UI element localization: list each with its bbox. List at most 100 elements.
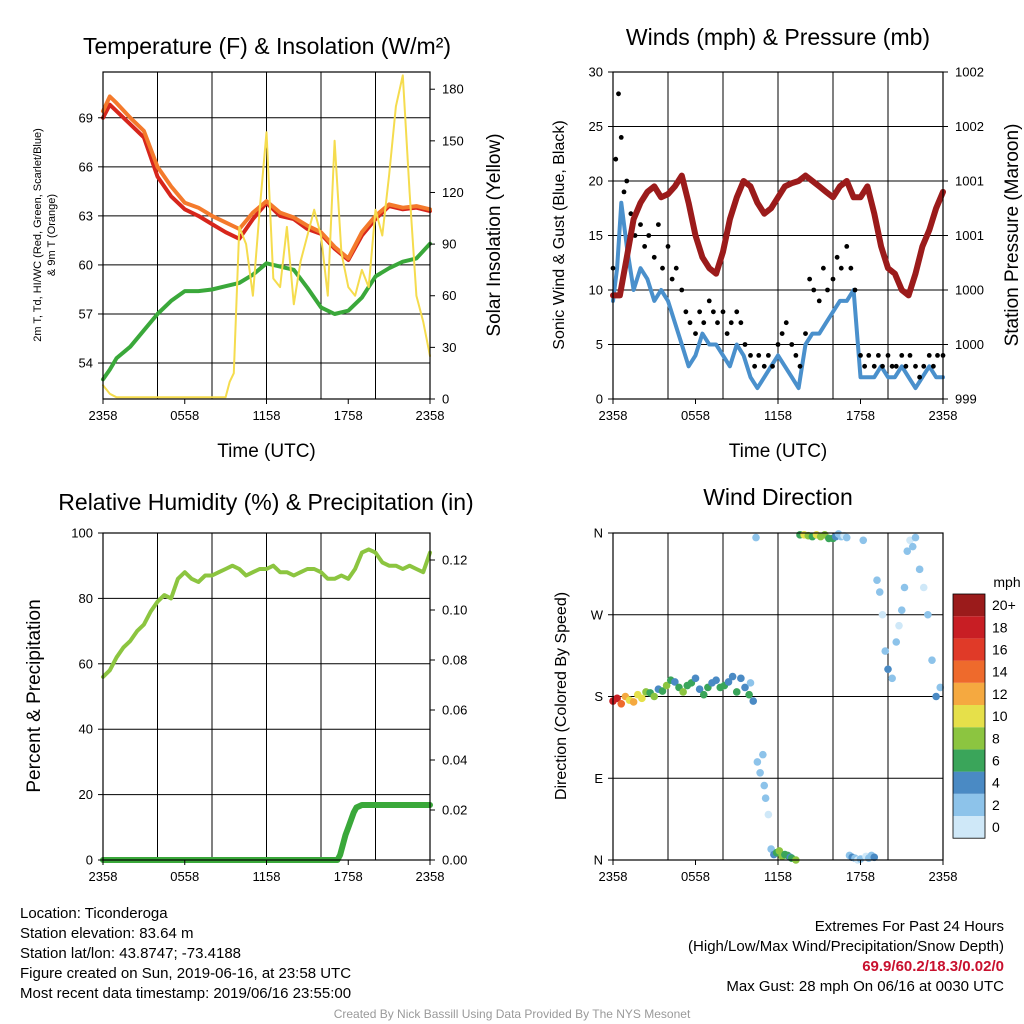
gust-point	[866, 353, 872, 358]
direction-point	[746, 679, 755, 687]
series-line	[611, 200, 945, 391]
direction-point	[658, 687, 667, 695]
direction-point	[870, 853, 879, 862]
direction-point	[911, 533, 920, 542]
y-tick-label: N	[594, 853, 603, 868]
x-tick-label: 1158	[764, 869, 792, 884]
colorbar-segment	[953, 660, 985, 683]
gust-point	[862, 363, 868, 369]
gust-point	[807, 276, 813, 282]
direction-point	[936, 683, 945, 692]
gust-point	[844, 244, 850, 249]
direction-point	[752, 533, 760, 542]
y-tick-label: 15	[589, 228, 603, 243]
direction-point	[892, 638, 901, 646]
x-tick-label: 2358	[599, 408, 628, 423]
direction-point	[878, 610, 887, 619]
direction-point	[761, 794, 770, 803]
colorbar-label: 14	[992, 664, 1008, 680]
y2-tick-label: 0.08	[442, 653, 467, 668]
direction-point	[679, 688, 687, 696]
gust-point	[761, 363, 767, 369]
gust-point	[793, 353, 799, 358]
y-tick-label: W	[591, 607, 604, 622]
x-axis-label: Time (UTC)	[217, 441, 316, 462]
x-tick-label: 1758	[846, 869, 875, 884]
gust-point	[797, 363, 803, 369]
direction-point	[903, 547, 912, 555]
gust-point	[660, 265, 665, 271]
direction-point	[900, 583, 909, 592]
credit-line: Created By Nick Bassill Using Data Provi…	[333, 1007, 691, 1021]
y2-axis-label: Solar Insolation (Yellow)	[484, 133, 505, 336]
gust-point	[885, 353, 891, 358]
direction-point	[699, 690, 708, 699]
y2-tick-label: 180	[442, 82, 464, 97]
gust-point	[803, 331, 808, 336]
gust-point	[669, 276, 675, 282]
gust-point	[907, 353, 913, 358]
x-tick-label: 2358	[89, 408, 118, 423]
x-tick-label: 0558	[170, 869, 199, 884]
direction-point	[613, 694, 621, 703]
y2-tick-label: 0.02	[442, 803, 467, 818]
y2-tick-label: 1001	[955, 174, 984, 189]
y-tick-label: 57	[79, 306, 93, 321]
gust-point	[738, 320, 744, 326]
y2-tick-label: 999	[955, 392, 977, 407]
colorbar-segment	[953, 816, 985, 839]
extremes-title: Extremes For Past 24 Hours	[814, 918, 1004, 935]
y-tick-label: 0	[596, 392, 603, 407]
colorbar-segment	[953, 616, 985, 639]
gust-point	[783, 320, 789, 326]
y2-tick-label: 150	[442, 133, 464, 148]
direction-point	[924, 610, 932, 619]
direction-point	[760, 781, 769, 790]
station-location: Location: Ticonderoga	[20, 905, 168, 922]
y2-tick-label: 0.06	[442, 703, 467, 718]
direction-point	[897, 606, 906, 615]
y-tick-label: S	[594, 689, 603, 704]
gust-point	[665, 244, 671, 249]
gust-point	[913, 363, 918, 369]
x-tick-label: 1758	[334, 869, 363, 884]
gust-point	[858, 353, 863, 358]
y2-tick-label: 30	[442, 340, 456, 355]
y2-tick-label: 1001	[955, 228, 984, 243]
gust-point	[775, 342, 781, 347]
gust-point	[756, 353, 762, 358]
gust-point	[621, 189, 627, 195]
y2-tick-label: 1002	[955, 65, 984, 80]
y2-tick-label: 0	[442, 392, 449, 407]
y-tick-label: 20	[589, 174, 603, 189]
chart-title: Relative Humidity (%) & Precipitation (i…	[58, 489, 473, 515]
x-tick-label: 1758	[846, 408, 875, 423]
direction-point	[650, 692, 659, 701]
gust-point	[613, 156, 619, 162]
gust-point	[710, 309, 716, 315]
gust-point	[748, 353, 753, 358]
colorbar-label: 12	[992, 686, 1008, 702]
y-tick-label: 10	[589, 283, 603, 298]
gust-point	[816, 298, 822, 304]
y-tick-label: 20	[79, 787, 93, 802]
colorbar-segment	[953, 793, 985, 816]
gust-point	[683, 309, 689, 315]
series-line	[101, 241, 432, 382]
colorbar-label: 20+	[992, 597, 1016, 613]
direction-point	[873, 576, 881, 585]
chart-title: Temperature (F) & Insolation (W/m²)	[83, 33, 451, 59]
direction-point	[737, 674, 745, 683]
y-tick-label: 80	[79, 591, 93, 606]
gust-point	[742, 342, 748, 347]
series-line	[102, 74, 431, 399]
colorbar-segment	[953, 594, 985, 617]
direction-point	[695, 685, 704, 694]
y2-tick-label: 0.04	[442, 753, 467, 768]
x-tick-label: 0558	[681, 408, 710, 423]
colorbar-label: 16	[992, 642, 1008, 658]
extremes-subtitle: (High/Low/Max Wind/Precipitation/Snow De…	[688, 938, 1004, 955]
x-tick-label: 2358	[416, 869, 445, 884]
x-tick-label: 1158	[764, 408, 792, 423]
direction-point	[712, 676, 720, 684]
